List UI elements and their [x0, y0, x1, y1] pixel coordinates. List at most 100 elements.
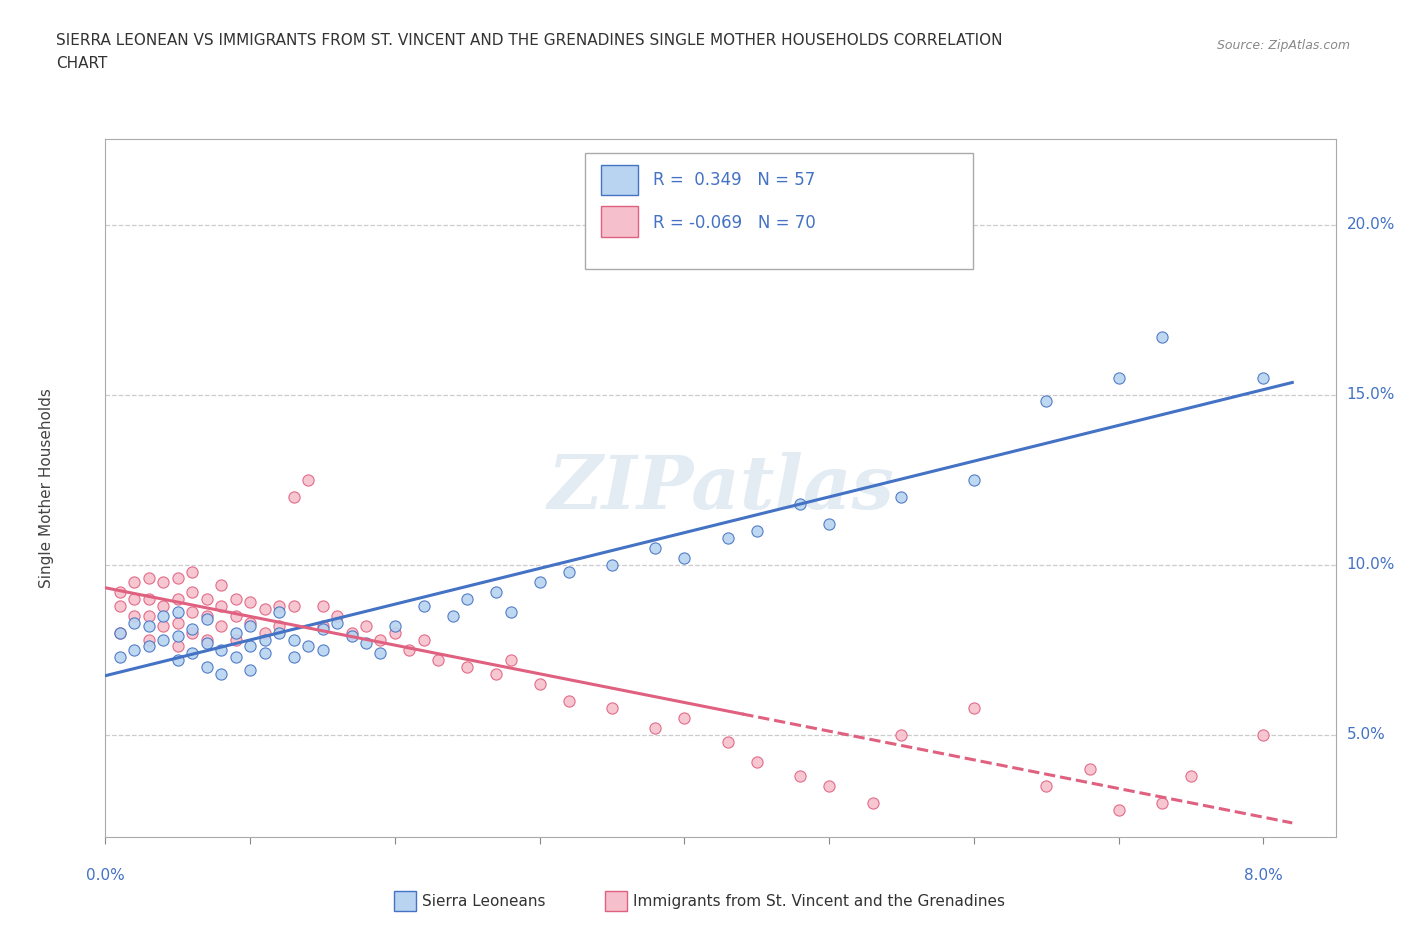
- Point: [311, 622, 333, 637]
- Point: [717, 735, 740, 750]
- Point: [239, 618, 262, 633]
- Point: [499, 605, 522, 620]
- Point: [529, 575, 551, 590]
- Point: [138, 618, 160, 633]
- Point: [456, 659, 478, 674]
- Point: [152, 575, 174, 590]
- Point: [195, 612, 218, 627]
- Point: [427, 653, 450, 668]
- Point: [326, 616, 349, 631]
- Point: [166, 653, 188, 668]
- Point: [789, 768, 811, 783]
- Point: [1035, 778, 1057, 793]
- Point: [138, 632, 160, 647]
- Text: Immigrants from St. Vincent and the Grenadines: Immigrants from St. Vincent and the Gren…: [633, 894, 1005, 909]
- Point: [108, 585, 131, 600]
- Point: [209, 618, 232, 633]
- Point: [1078, 762, 1101, 777]
- Point: [1150, 795, 1173, 810]
- Point: [499, 653, 522, 668]
- Text: Sierra Leoneans: Sierra Leoneans: [422, 894, 546, 909]
- Point: [209, 666, 232, 681]
- Point: [253, 645, 276, 660]
- Point: [529, 676, 551, 691]
- Point: [195, 608, 218, 623]
- Point: [1253, 370, 1275, 385]
- Point: [557, 694, 579, 709]
- Point: [283, 649, 305, 664]
- Point: [297, 639, 319, 654]
- Point: [108, 625, 131, 640]
- Point: [152, 598, 174, 613]
- Point: [181, 625, 204, 640]
- Point: [124, 643, 146, 658]
- Text: 5.0%: 5.0%: [1347, 727, 1385, 742]
- Point: [166, 591, 188, 606]
- Point: [717, 530, 740, 545]
- Point: [166, 605, 188, 620]
- Point: [818, 516, 841, 531]
- Point: [890, 727, 912, 742]
- Point: [181, 645, 204, 660]
- Point: [225, 632, 247, 647]
- Point: [673, 551, 696, 565]
- Point: [745, 755, 768, 770]
- Point: [283, 632, 305, 647]
- Point: [1253, 727, 1275, 742]
- Point: [124, 575, 146, 590]
- Text: ZIPatlas: ZIPatlas: [547, 452, 894, 525]
- Point: [166, 616, 188, 631]
- Point: [745, 524, 768, 538]
- Point: [239, 616, 262, 631]
- Point: [209, 598, 232, 613]
- Point: [138, 608, 160, 623]
- Point: [283, 489, 305, 504]
- Point: [124, 616, 146, 631]
- Point: [398, 643, 420, 658]
- Text: 8.0%: 8.0%: [1244, 868, 1282, 883]
- Point: [181, 605, 204, 620]
- Text: SIERRA LEONEAN VS IMMIGRANTS FROM ST. VINCENT AND THE GRENADINES SINGLE MOTHER H: SIERRA LEONEAN VS IMMIGRANTS FROM ST. VI…: [56, 33, 1002, 47]
- Point: [181, 585, 204, 600]
- Point: [818, 778, 841, 793]
- Point: [225, 591, 247, 606]
- Point: [138, 591, 160, 606]
- Point: [225, 649, 247, 664]
- Point: [673, 711, 696, 725]
- Point: [225, 625, 247, 640]
- FancyBboxPatch shape: [602, 206, 638, 237]
- Point: [152, 632, 174, 647]
- Point: [485, 666, 508, 681]
- Point: [644, 721, 666, 736]
- FancyBboxPatch shape: [585, 153, 973, 269]
- Point: [1108, 370, 1130, 385]
- Point: [152, 618, 174, 633]
- Point: [269, 598, 291, 613]
- Point: [152, 608, 174, 623]
- Point: [195, 635, 218, 650]
- Point: [557, 565, 579, 579]
- Point: [181, 565, 204, 579]
- Point: [789, 496, 811, 511]
- Point: [166, 571, 188, 586]
- Point: [340, 625, 363, 640]
- Text: Single Mother Households: Single Mother Households: [39, 389, 53, 588]
- Point: [485, 585, 508, 600]
- Point: [297, 472, 319, 487]
- Point: [1035, 394, 1057, 409]
- Point: [108, 625, 131, 640]
- Text: 20.0%: 20.0%: [1347, 217, 1395, 232]
- Point: [862, 795, 884, 810]
- Text: 15.0%: 15.0%: [1347, 387, 1395, 402]
- Point: [124, 591, 146, 606]
- Point: [195, 659, 218, 674]
- Point: [239, 595, 262, 610]
- Point: [269, 618, 291, 633]
- Point: [1150, 329, 1173, 344]
- Point: [412, 632, 434, 647]
- Point: [124, 608, 146, 623]
- Point: [166, 639, 188, 654]
- Point: [384, 618, 406, 633]
- Point: [600, 557, 623, 572]
- Point: [326, 608, 349, 623]
